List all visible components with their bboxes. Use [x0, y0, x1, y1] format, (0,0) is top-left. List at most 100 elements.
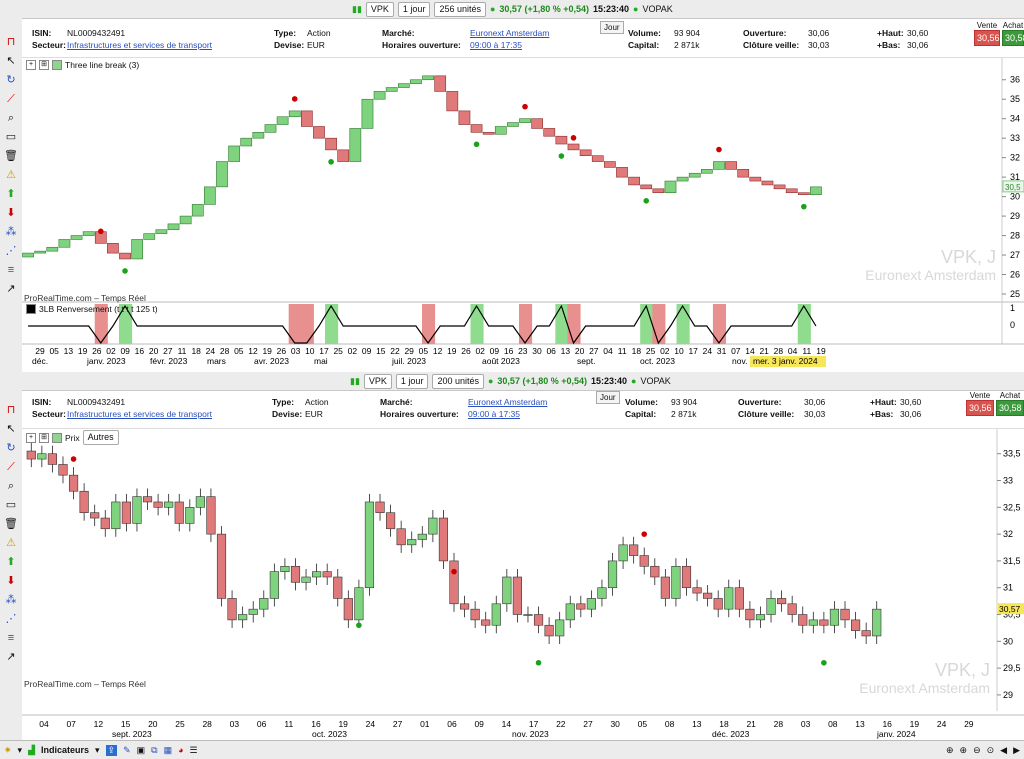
zoom-icon[interactable]: ⌕	[7, 479, 15, 492]
brick	[264, 124, 277, 133]
arrow-down-icon[interactable]: ⬇	[6, 206, 16, 219]
brick	[616, 167, 628, 178]
ruler-icon[interactable]: ▭	[5, 130, 17, 143]
palette-icon[interactable]: ◕	[178, 745, 184, 755]
sell-box[interactable]: Vente 30,56	[966, 391, 994, 416]
trash-icon[interactable]: 🗑	[4, 517, 18, 530]
candlestick-chart[interactable]: 33,5 33 32,5 32 31,5 31 30,5 30 29,5 29 30,57 04 07 1…	[22, 429, 1024, 740]
zoom-in-icon[interactable]: ⊕	[959, 744, 968, 755]
rotate-icon[interactable]: ↻	[6, 441, 16, 454]
tab-day[interactable]: Jour	[596, 391, 620, 404]
y-tick-label: 36	[1010, 75, 1020, 85]
buy-price[interactable]: 30,58	[1002, 30, 1024, 46]
zoom-fit-icon[interactable]: ⊕	[945, 744, 954, 755]
x-day-label: 27	[589, 346, 599, 356]
fan-icon[interactable]: ⋰	[5, 244, 17, 257]
trend-line-icon[interactable]: ⟋	[7, 460, 15, 473]
tools-icon[interactable]: ▮▮	[350, 375, 360, 386]
ticker-select[interactable]: VPK	[365, 1, 394, 17]
brick	[179, 215, 192, 225]
color-swatch-icon[interactable]	[52, 432, 62, 443]
pointer-icon[interactable]: ↖	[6, 422, 16, 435]
trend-line-icon[interactable]: ⟋	[7, 92, 15, 105]
ruler-icon[interactable]: ▭	[5, 498, 17, 511]
window-icon[interactable]: ⧉	[151, 744, 158, 755]
units-select[interactable]: 256 unités	[434, 1, 486, 17]
table-icon[interactable]: ▦	[163, 744, 173, 755]
dropdown-arrow-icon[interactable]: ▾	[95, 744, 100, 755]
channel-icon[interactable]: ≡	[7, 631, 15, 644]
signal-zone	[300, 304, 314, 344]
candle	[840, 608, 850, 621]
arrow-up-icon[interactable]: ⬆	[6, 555, 16, 568]
buy-box[interactable]: Achat 30,58	[996, 391, 1024, 416]
sell-price[interactable]: 30,56	[966, 400, 994, 416]
magnet-icon[interactable]: ⊓	[6, 403, 16, 416]
last-price-box	[1002, 180, 1024, 193]
brick	[688, 172, 701, 178]
hours-link[interactable]: 09:00 à 17:35	[468, 409, 520, 419]
indicators-icon[interactable]: ▟	[28, 744, 35, 755]
dropdown-arrow-icon[interactable]: ▾	[17, 744, 23, 755]
zoom-out-icon[interactable]: ⊖	[973, 744, 981, 755]
brick	[300, 110, 313, 127]
others-button[interactable]: Autres	[82, 430, 119, 445]
reversal-red-dot	[97, 228, 104, 235]
last-price-label: 30,5	[1005, 183, 1021, 192]
trash-icon[interactable]: 🗑	[4, 149, 18, 162]
scroll-left-icon[interactable]: ◀	[1000, 744, 1008, 755]
hours-link[interactable]: 09:00 à 17:35	[470, 40, 522, 50]
sell-box[interactable]: Vente 30,56	[974, 21, 1000, 46]
arrow-up-icon[interactable]: ⬆	[6, 187, 16, 200]
indicators-button[interactable]: Indicateurs	[41, 745, 90, 755]
candle	[354, 587, 364, 621]
settings-icon[interactable]: ⊞	[39, 432, 49, 443]
arrow-tool-icon[interactable]: ↗	[6, 650, 16, 663]
units-select[interactable]: 200 unités	[432, 373, 484, 389]
buy-price[interactable]: 30,58	[996, 400, 1024, 416]
zoom-reset-icon[interactable]: ⊙	[986, 744, 995, 755]
sector-link[interactable]: Infrastructures et services de transport	[67, 409, 213, 419]
alert-icon[interactable]: ⚠	[6, 168, 16, 181]
share-icon[interactable]: ⇪	[105, 744, 118, 756]
arrow-tool-icon[interactable]: ↗	[6, 282, 16, 295]
fibonacci-icon[interactable]: ⁂	[5, 225, 17, 238]
arrow-down-icon[interactable]: ⬇	[6, 574, 16, 587]
fibonacci-icon[interactable]: ⁂	[5, 593, 17, 606]
add-icon[interactable]: +	[26, 60, 36, 70]
sub-indicator-swatch-icon[interactable]	[26, 304, 36, 314]
tools-icon[interactable]: ▮▮	[352, 3, 362, 14]
alert-icon[interactable]: ⚠	[6, 536, 16, 549]
pointer-icon[interactable]: ↖	[6, 54, 16, 67]
sell-price[interactable]: 30,56	[974, 30, 1000, 46]
buy-box[interactable]: Achat 30,58	[1002, 21, 1024, 46]
brick	[313, 126, 325, 139]
channel-icon[interactable]: ≡	[7, 263, 15, 276]
draw-icon[interactable]: ✎	[123, 744, 131, 755]
brick	[482, 132, 495, 135]
add-icon[interactable]: +	[26, 432, 36, 443]
x-day-label: 24	[206, 346, 216, 356]
period-select[interactable]: 1 jour	[395, 373, 429, 389]
isin-value: NL0009432491	[67, 28, 126, 38]
sector-link[interactable]: Infrastructures et services de transport	[67, 40, 213, 50]
settings-icon[interactable]: ⊞	[39, 60, 49, 70]
fan-icon[interactable]: ⋰	[5, 612, 17, 625]
settings-gear-icon[interactable]: ✷	[4, 744, 12, 755]
scroll-right-icon[interactable]: ▶	[1013, 744, 1020, 755]
market-link[interactable]: Euronext Amsterdam	[470, 28, 550, 38]
color-swatch-icon[interactable]	[52, 60, 62, 70]
ticker-select[interactable]: VPK	[363, 373, 392, 389]
layout-icon[interactable]: ▣	[136, 744, 146, 755]
brick	[604, 161, 616, 168]
zoom-icon[interactable]: ⌕	[7, 111, 15, 124]
magnet-icon[interactable]: ⊓	[6, 35, 16, 48]
tab-day[interactable]: Jour	[600, 21, 624, 34]
list-icon[interactable]: ☰	[189, 744, 198, 755]
capital-value: 2 871k	[671, 409, 697, 419]
rotate-icon[interactable]: ↻	[6, 73, 16, 86]
market-link[interactable]: Euronext Amsterdam	[468, 397, 548, 407]
period-select[interactable]: 1 jour	[397, 1, 431, 17]
x-day-label: 21	[746, 719, 756, 729]
